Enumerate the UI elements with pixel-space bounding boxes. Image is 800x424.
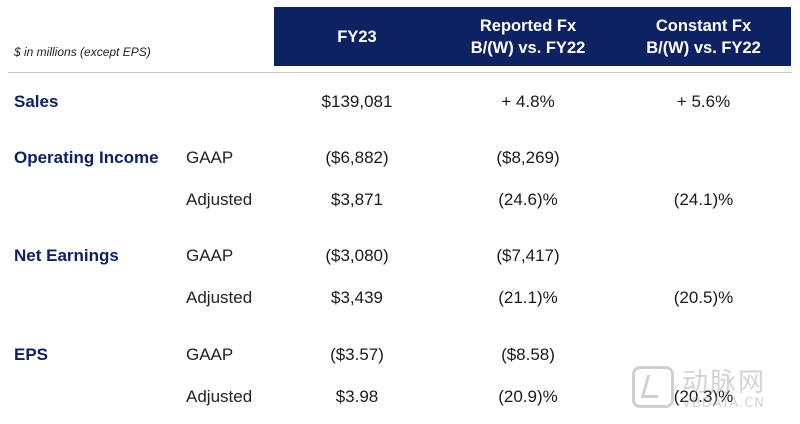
basis-label: GAAP: [186, 148, 234, 167]
table-row: Adjusted $3,871 (24.6)% (24.1)%: [0, 187, 800, 213]
watermark-cn-text: 动脉网: [682, 368, 767, 398]
reported-fx-value: (21.1)%: [498, 288, 558, 307]
watermark: 动脉网 VBDATA.CN: [632, 362, 792, 420]
table-row: Adjusted $3,439 (21.1)% (20.5)%: [0, 285, 800, 311]
header-reported-line1: Reported Fx: [479, 16, 577, 35]
fy23-value: ($3.57): [330, 345, 384, 364]
basis-label: Adjusted: [186, 288, 253, 307]
table-row: EPS GAAP ($3.57) ($8.58): [0, 342, 800, 368]
reported-fx-value: ($8,269): [496, 148, 560, 167]
header-constant-line2: B/(W) vs. FY22: [646, 38, 761, 57]
table-row: Operating Income GAAP ($6,882) ($8,269): [0, 145, 800, 171]
metric-label: Sales: [14, 92, 59, 111]
reported-fx-value: ($7,417): [496, 246, 560, 265]
watermark-en-text: VBDATA.CN: [682, 396, 766, 411]
header-reported-line2: B/(W) vs. FY22: [470, 38, 586, 57]
header-fy23: FY23: [274, 7, 440, 66]
fy23-value: $3.98: [335, 387, 379, 406]
header-fy23-label: FY23: [337, 27, 377, 46]
header-constant-fx: Constant Fx B/(W) vs. FY22: [616, 7, 791, 66]
metric-label: Operating Income: [14, 148, 159, 167]
reported-fx-value: (24.6)%: [498, 190, 558, 209]
watermark-logo-icon: [632, 366, 674, 408]
fy23-value: ($6,882): [325, 148, 389, 167]
header-rule: [8, 72, 792, 73]
constant-fx-value: + 5.6%: [676, 92, 731, 111]
basis-label: Adjusted: [186, 387, 253, 406]
metric-label: EPS: [14, 345, 49, 364]
table-row: Net Earnings GAAP ($3,080) ($7,417): [0, 243, 800, 269]
reported-fx-value: (20.9)%: [498, 387, 558, 406]
fy23-value: $139,081: [321, 92, 393, 111]
table-row: Sales $139,081 + 4.8% + 5.6%: [0, 89, 800, 115]
basis-label: GAAP: [186, 345, 234, 364]
constant-fx-value: (20.5)%: [673, 288, 734, 307]
fy23-value: $3,871: [331, 190, 383, 209]
table-row: Adjusted $3.98 (20.9)% (20.3)%: [0, 384, 800, 410]
basis-label: Adjusted: [186, 190, 253, 209]
fy23-value: $3,439: [331, 288, 383, 307]
fy23-value: ($3,080): [325, 246, 389, 265]
constant-fx-value: (20.3)%: [673, 387, 734, 406]
table-header: FY23 Reported Fx B/(W) vs. FY22 Constant…: [274, 7, 791, 66]
basis-label: GAAP: [186, 246, 234, 265]
units-note: $ in millions (except EPS): [14, 45, 151, 59]
header-reported-fx: Reported Fx B/(W) vs. FY22: [440, 7, 616, 66]
reported-fx-value: ($8.58): [501, 345, 555, 364]
metric-label: Net Earnings: [14, 246, 119, 265]
constant-fx-value: (24.1)%: [673, 190, 734, 209]
reported-fx-value: + 4.8%: [501, 92, 555, 111]
header-constant-line1: Constant Fx: [655, 16, 752, 35]
